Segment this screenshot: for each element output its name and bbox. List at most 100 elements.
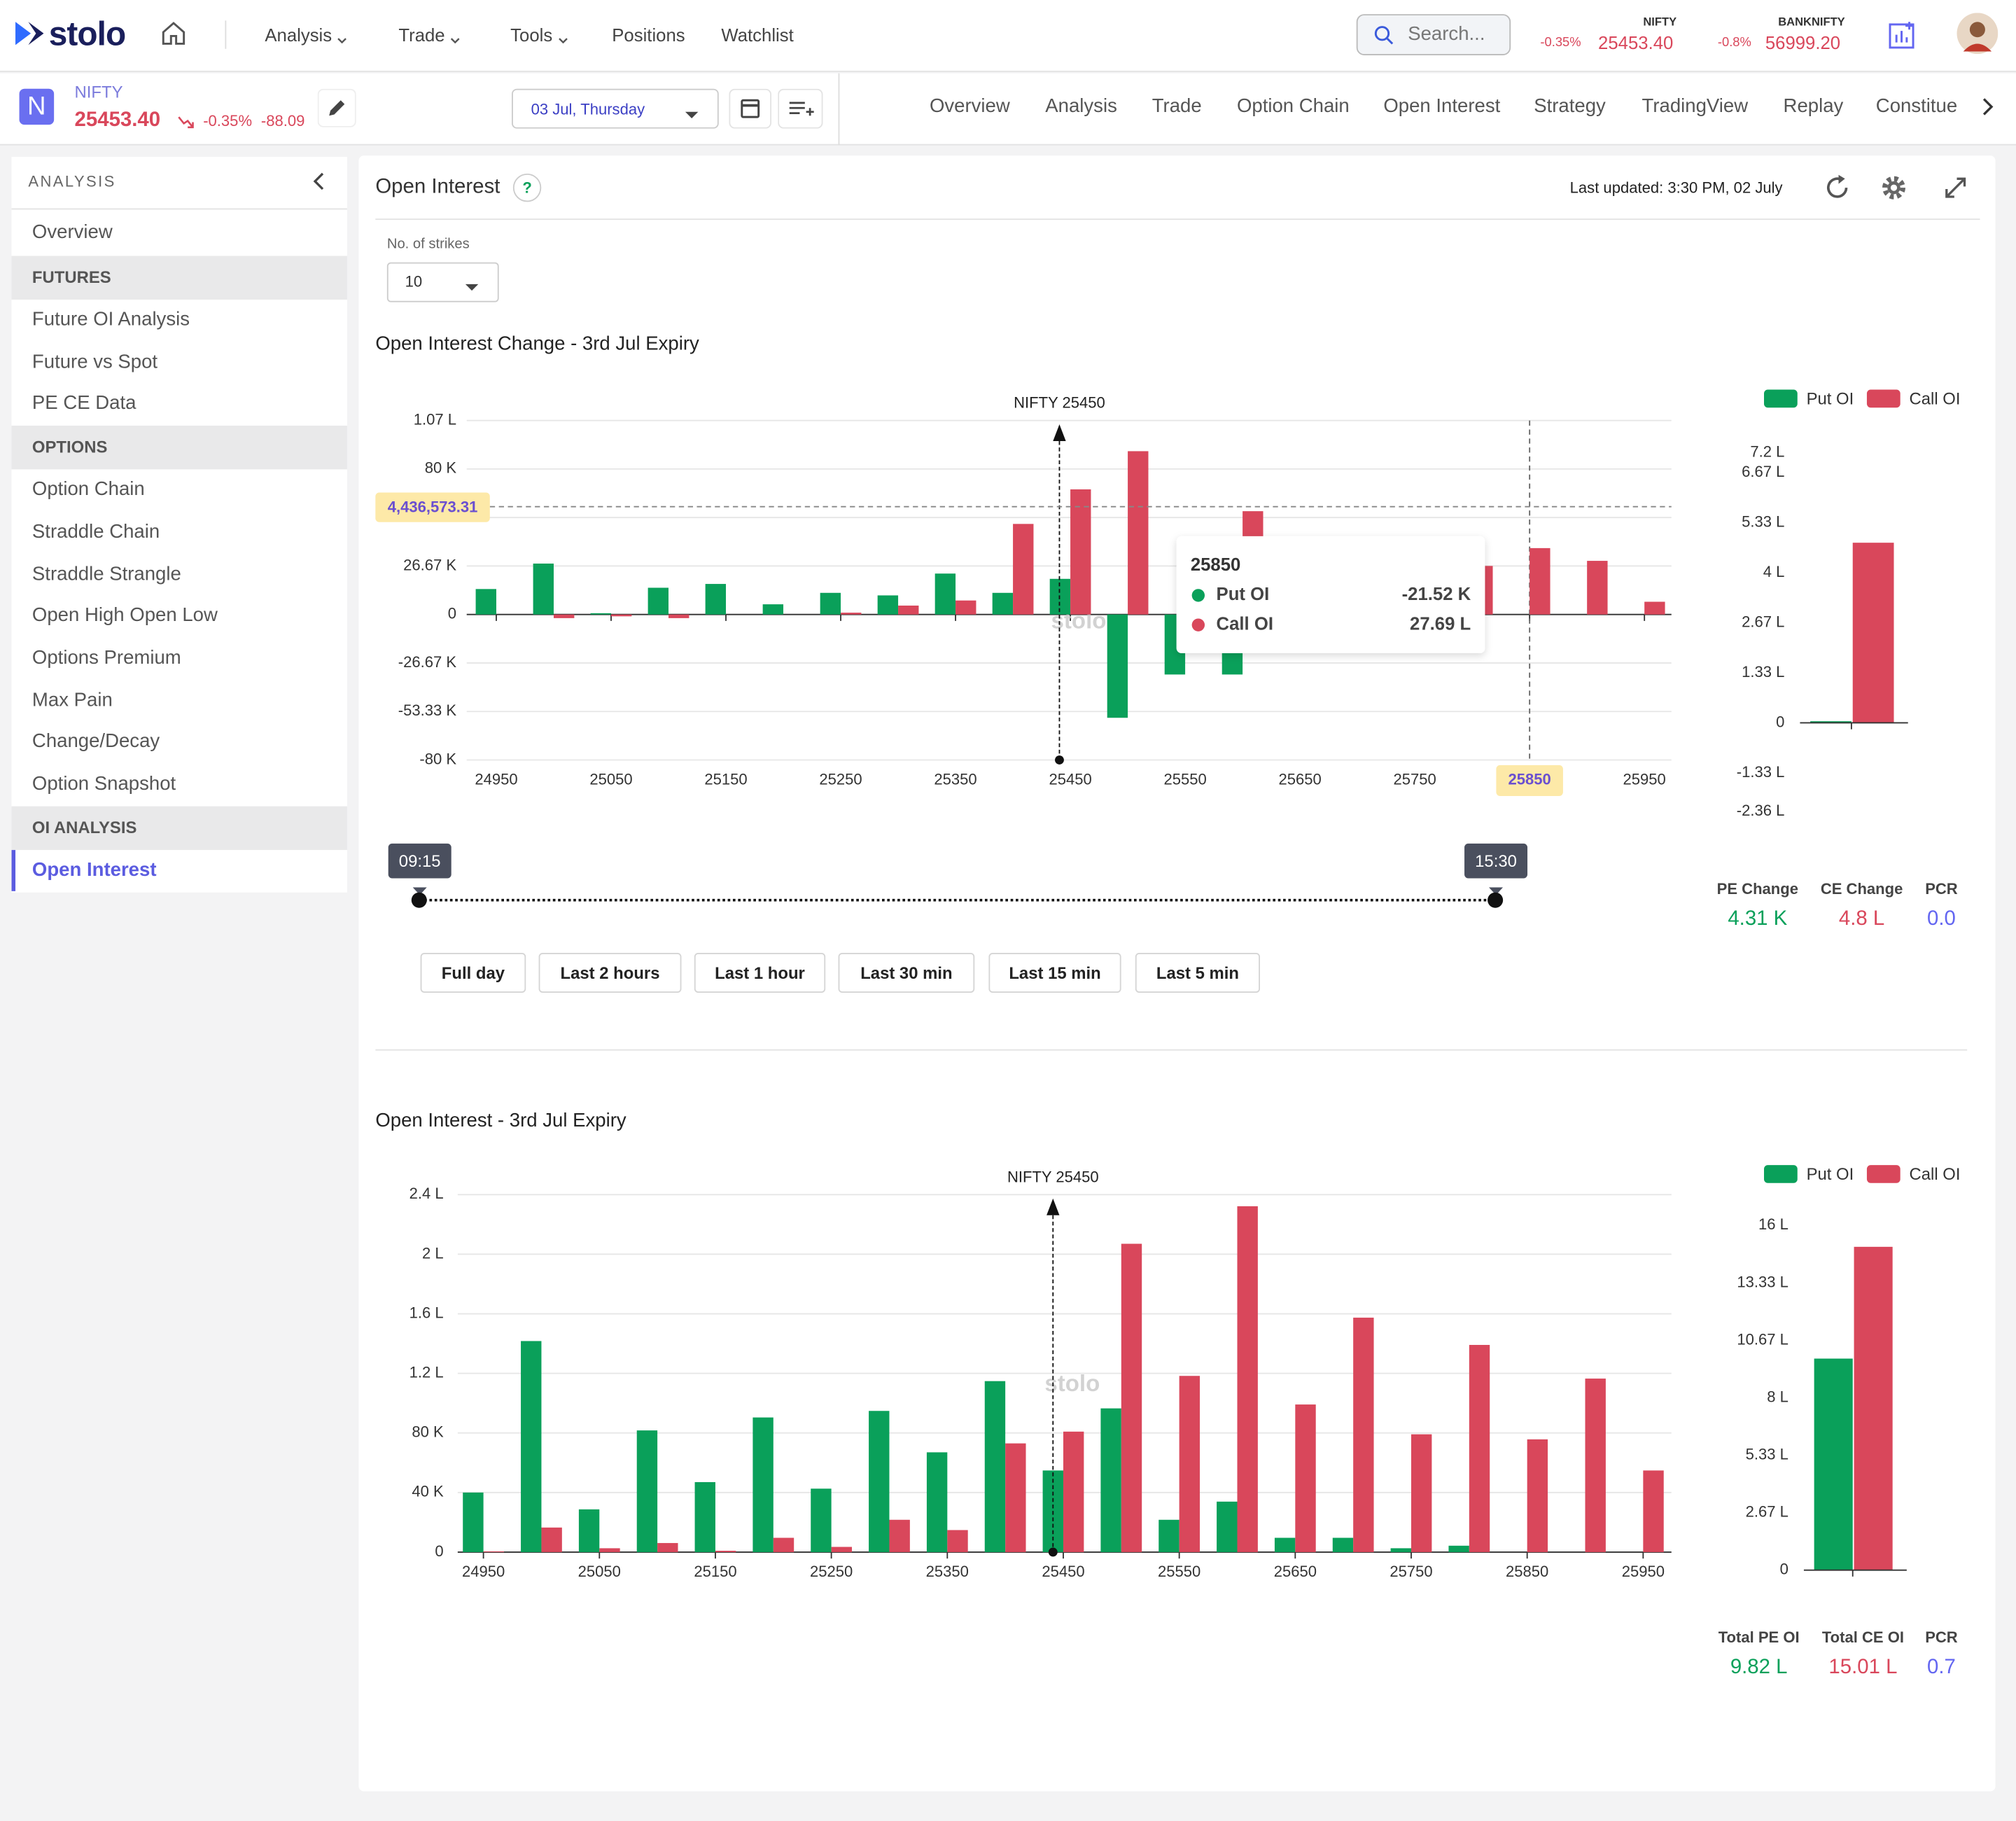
sidebar-item[interactable]: Straddle Chain — [31, 520, 160, 543]
sidebar-item[interactable]: Straddle Strangle — [31, 562, 181, 585]
tab[interactable]: Analysis — [1045, 95, 1117, 118]
bar — [1100, 1408, 1121, 1552]
sidebar-item[interactable]: Change/Decay — [31, 730, 160, 753]
tab[interactable]: Constitue — [1875, 95, 1958, 118]
y-tick-label: 2.67 L — [1742, 613, 1784, 630]
sidebar-item[interactable]: Options Premium — [31, 646, 181, 669]
stat-label: CE Change — [1821, 880, 1903, 898]
bar — [1469, 1344, 1490, 1552]
home-icon-glyph — [162, 22, 186, 45]
sidebar-item[interactable]: Option Chain — [31, 478, 145, 501]
sidebar-item[interactable]: Max Pain — [31, 688, 113, 711]
y-tick-label: 13.33 L — [1737, 1273, 1788, 1290]
range-button[interactable]: Last 15 min — [988, 953, 1121, 993]
y-tick-label: 0 — [435, 1542, 443, 1560]
range-button[interactable]: Last 2 hours — [538, 953, 682, 993]
bar — [831, 1547, 853, 1552]
sidebar-item[interactable]: Open Interest — [31, 858, 157, 881]
nav-caret — [450, 29, 461, 44]
sidebar-item[interactable]: Option Snapshot — [31, 772, 176, 795]
home-icon[interactable] — [160, 20, 188, 48]
index-change: -0.35% — [1540, 36, 1581, 50]
x-tick-label: 25050 — [578, 1563, 621, 1580]
spot-annotation: NIFTY 25450 — [1007, 1168, 1099, 1185]
bar — [1390, 1548, 1411, 1552]
sidebar-item[interactable]: Future vs Spot — [31, 350, 158, 373]
settings-button[interactable] — [1879, 174, 1907, 202]
tab[interactable]: Strategy — [1534, 95, 1606, 118]
add-list-button[interactable] — [778, 88, 823, 129]
y-tick-label: -26.67 K — [398, 653, 457, 671]
nav-item[interactable]: Analysis — [265, 24, 332, 46]
sidebar-item[interactable]: Open High Open Low — [31, 604, 218, 627]
time-slider-handle[interactable] — [1488, 892, 1504, 908]
tab[interactable]: Replay — [1783, 95, 1844, 118]
pcr-value: 0.7 — [1927, 1655, 1956, 1678]
time-badge-pointer-glyph — [1488, 887, 1504, 895]
tab[interactable]: Open Interest — [1383, 95, 1501, 118]
x-tick-label: 25650 — [1274, 1563, 1317, 1580]
bar — [1179, 1376, 1200, 1552]
legend-swatch — [1866, 1165, 1900, 1183]
logo: stolo — [48, 14, 126, 53]
range-button[interactable]: Last 1 hour — [694, 953, 826, 993]
sidebar-item[interactable]: Overview — [31, 221, 113, 244]
search-box[interactable] — [1356, 14, 1511, 55]
avatar-glyph — [1956, 13, 1998, 55]
sidebar-title: ANALYSIS — [28, 172, 116, 190]
expand-button[interactable] — [1944, 176, 1967, 200]
refresh-button[interactable] — [1823, 174, 1851, 202]
bar — [1063, 1431, 1084, 1552]
chart-add-icon[interactable] — [1887, 20, 1918, 50]
nav-item[interactable]: Trade — [398, 24, 445, 46]
spot-arrow — [1046, 1198, 1060, 1215]
tabs-next-glyph — [1982, 98, 1994, 116]
bar — [1448, 1545, 1469, 1552]
bar — [1128, 451, 1149, 615]
chart-title: Open Interest - 3rd Jul Expiry — [375, 1110, 626, 1132]
tabs-next[interactable] — [1980, 98, 1996, 116]
bar — [984, 1381, 1006, 1552]
time-badge-pointer — [412, 878, 427, 895]
legend-swatch — [1764, 1165, 1798, 1183]
time-slider-handle[interactable] — [411, 892, 427, 908]
range-button[interactable]: Last 5 min — [1135, 953, 1260, 993]
nav-item[interactable]: Tools — [510, 24, 553, 46]
bar — [1643, 1470, 1664, 1552]
expiry-select[interactable] — [512, 88, 719, 129]
strikes-select[interactable] — [386, 262, 499, 302]
stat-label: Total CE OI — [1822, 1628, 1904, 1646]
sidebar-item[interactable]: PE CE Data — [31, 392, 136, 415]
pcr-label: PCR — [1925, 1628, 1958, 1646]
nav-caret-glyph — [559, 38, 568, 44]
edit-button[interactable] — [317, 88, 356, 127]
tab[interactable]: TradingView — [1642, 95, 1749, 118]
sidebar-item[interactable]: Future OI Analysis — [31, 308, 190, 331]
tooltip-dot — [1191, 618, 1205, 632]
tab[interactable]: Option Chain — [1236, 95, 1350, 118]
nav-item[interactable]: Positions — [612, 24, 685, 46]
range-button[interactable]: Last 30 min — [838, 953, 975, 993]
tab[interactable]: Overview — [929, 95, 1010, 118]
x-tick-label: 25750 — [1394, 771, 1436, 788]
nav-item[interactable]: Watchlist — [721, 24, 794, 46]
bar — [694, 1481, 715, 1552]
sidebar-collapse[interactable] — [311, 172, 326, 190]
bar — [599, 1548, 620, 1552]
bar — [590, 613, 611, 615]
bar — [1810, 721, 1851, 723]
calendar-button[interactable] — [729, 88, 772, 129]
spot-arrow — [1053, 424, 1066, 441]
help-badge[interactable]: ? — [512, 173, 542, 202]
crosshair-label: 4,436,573.31 — [388, 498, 478, 515]
avatar[interactable] — [1956, 13, 1998, 55]
x-tick-label: 25450 — [1049, 771, 1091, 788]
strikes-caret — [464, 277, 479, 291]
bar — [533, 563, 554, 615]
range-button[interactable]: Full day — [420, 953, 526, 993]
tooltip-name: Put OI — [1217, 585, 1270, 604]
tab[interactable]: Trade — [1152, 95, 1202, 118]
bar — [668, 614, 690, 618]
